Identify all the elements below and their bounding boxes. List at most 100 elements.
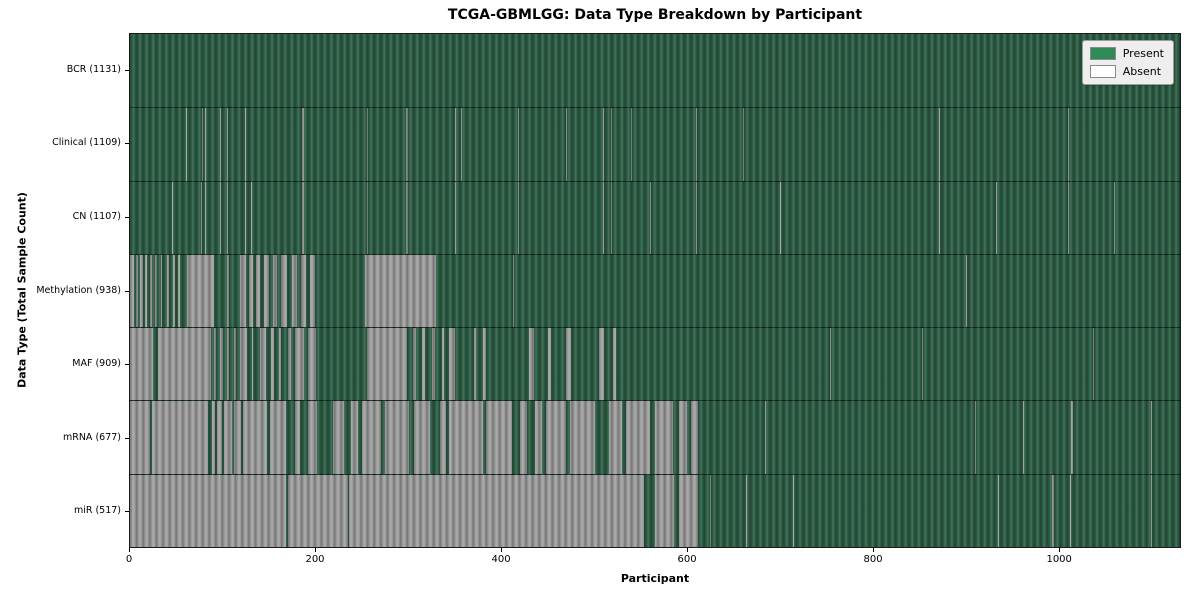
y-tick-label-mir: miR (517) bbox=[73, 505, 121, 517]
present-segment bbox=[285, 401, 296, 474]
absent-segment bbox=[248, 254, 253, 328]
absent-segment bbox=[250, 181, 252, 254]
absent-segment bbox=[602, 108, 604, 181]
absent-segment bbox=[461, 108, 463, 181]
absent-segment bbox=[1151, 474, 1153, 547]
absent-segment bbox=[1051, 474, 1054, 547]
absent-segment bbox=[598, 328, 605, 401]
absent-segment bbox=[171, 181, 173, 254]
absent-segment bbox=[610, 108, 612, 181]
legend: Present Absent bbox=[1081, 40, 1174, 85]
absent-segment bbox=[518, 181, 519, 254]
absent-segment bbox=[185, 108, 187, 181]
heatmap-row-cn bbox=[130, 180, 1180, 254]
absent-segment bbox=[513, 254, 515, 328]
absent-segment bbox=[200, 181, 202, 254]
present-segment bbox=[299, 401, 309, 474]
heatmap-row-mir bbox=[130, 473, 1180, 547]
absent-segment bbox=[150, 254, 153, 328]
absent-segment bbox=[287, 328, 291, 401]
x-tick-label-800: 800 bbox=[863, 554, 883, 565]
absent-segment bbox=[405, 181, 408, 254]
absent-segment bbox=[779, 181, 781, 254]
absent-segment bbox=[1114, 181, 1115, 254]
absent-segment bbox=[366, 328, 407, 401]
absent-segment bbox=[742, 108, 744, 181]
legend-label-absent: Absent bbox=[1122, 65, 1162, 78]
present-segment bbox=[343, 401, 351, 474]
absent-segment bbox=[366, 181, 368, 254]
absent-segment bbox=[227, 254, 230, 328]
absent-segment bbox=[1071, 401, 1074, 474]
absent-segment bbox=[422, 328, 426, 401]
x-tick-mark bbox=[687, 548, 689, 552]
x-tick-mark bbox=[1059, 548, 1061, 552]
absent-segment bbox=[256, 254, 260, 328]
legend-label-present: Present bbox=[1122, 47, 1164, 60]
absent-segment bbox=[160, 254, 163, 328]
absent-segment bbox=[259, 328, 266, 401]
absent-segment bbox=[281, 254, 287, 328]
present-swatch-icon bbox=[1089, 47, 1116, 60]
absent-segment bbox=[529, 328, 534, 401]
present-segment bbox=[482, 401, 487, 474]
absent-segment bbox=[1092, 328, 1094, 401]
absent-segment bbox=[220, 181, 221, 254]
present-segment bbox=[215, 401, 218, 474]
absent-segment bbox=[157, 328, 211, 401]
present-segment bbox=[674, 474, 679, 547]
absent-segment bbox=[310, 254, 315, 328]
absent-segment bbox=[245, 108, 247, 181]
x-tick-label-200: 200 bbox=[305, 554, 325, 565]
present-segment bbox=[542, 401, 546, 474]
present-segment bbox=[267, 401, 271, 474]
absent-segment bbox=[301, 181, 304, 254]
heatmap-row-maf bbox=[130, 327, 1180, 401]
absent-segment bbox=[413, 328, 416, 401]
absent-segment bbox=[631, 108, 633, 181]
absent-segment bbox=[364, 254, 437, 328]
present-segment bbox=[150, 401, 153, 474]
absent-segment bbox=[295, 328, 304, 401]
chart-title: TCGA-GBMLGG: Data Type Breakdown by Part… bbox=[447, 7, 863, 23]
absent-segment bbox=[974, 401, 976, 474]
present-segment bbox=[527, 401, 535, 474]
y-tick-label-maf: MAF (909) bbox=[72, 358, 121, 370]
absent-segment bbox=[220, 108, 221, 181]
absent-segment bbox=[300, 254, 307, 328]
present-segment bbox=[380, 401, 386, 474]
x-tick-label-400: 400 bbox=[491, 554, 511, 565]
present-segment bbox=[429, 401, 441, 474]
present-segment bbox=[445, 401, 450, 474]
plot-area: Present Absent bbox=[129, 33, 1181, 548]
y-tick-label-bcr: BCR (1131) bbox=[66, 63, 121, 75]
present-segment bbox=[566, 401, 571, 474]
absent-segment bbox=[213, 328, 217, 401]
present-segment bbox=[316, 401, 334, 474]
present-segment bbox=[241, 401, 244, 474]
absent-segment bbox=[130, 254, 134, 328]
absent-segment bbox=[366, 108, 368, 181]
y-tick-mark bbox=[125, 438, 129, 439]
absent-segment bbox=[144, 254, 147, 328]
y-tick-mark bbox=[125, 70, 129, 71]
absent-segment bbox=[202, 108, 204, 181]
absent-segment bbox=[239, 328, 247, 401]
absent-segment bbox=[130, 328, 154, 401]
present-segment bbox=[348, 474, 350, 547]
present-segment bbox=[221, 401, 224, 474]
x-tick-mark bbox=[129, 548, 130, 552]
absent-segment bbox=[602, 181, 605, 254]
absent-segment bbox=[220, 328, 223, 401]
absent-segment bbox=[1067, 181, 1069, 254]
absent-segment bbox=[272, 254, 277, 328]
y-tick-mark bbox=[125, 364, 129, 365]
absent-segment bbox=[308, 328, 316, 401]
absent-segment bbox=[233, 328, 236, 401]
absent-segment bbox=[996, 181, 998, 254]
legend-item-present: Present bbox=[1089, 47, 1164, 60]
y-tick-label-clinical: Clinical (1109) bbox=[52, 137, 121, 149]
absent-segment bbox=[745, 474, 747, 547]
absent-segment bbox=[830, 328, 831, 401]
absent-segment bbox=[473, 328, 477, 401]
